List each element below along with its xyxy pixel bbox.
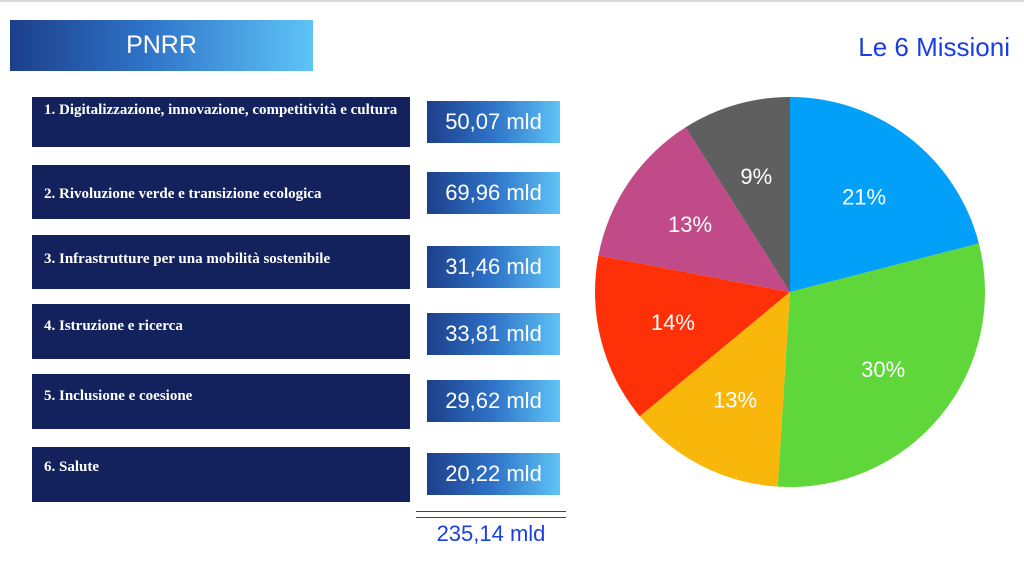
mission-5-label: 5. Inclusione e coesione xyxy=(32,374,410,429)
pie-label-6: 9% xyxy=(740,164,772,189)
pie-label-4: 14% xyxy=(651,310,695,335)
pie-label-1: 21% xyxy=(842,185,886,210)
page-title-text: PNRR xyxy=(126,31,197,59)
pie-slice-5 xyxy=(598,127,790,292)
page-title: PNRR xyxy=(10,20,313,71)
mission-3-label: 3. Infrastrutture per una mobilità soste… xyxy=(32,235,410,289)
mission-3-amount: 31,46 mld xyxy=(427,246,560,288)
mission-2-label: 2. Rivoluzione verde e transizione ecolo… xyxy=(32,165,410,219)
pie-label-3: 13% xyxy=(713,388,757,413)
pie-label-5: 13% xyxy=(668,212,712,237)
chart-title: Le 6 Missioni xyxy=(858,32,1010,62)
pie-slice-1 xyxy=(790,97,979,292)
pie-slice-3 xyxy=(639,292,790,487)
mission-1-amount: 50,07 mld xyxy=(427,101,560,143)
mission-4-amount: 33,81 mld xyxy=(427,313,560,355)
total-amount: 235,14 mld xyxy=(436,521,546,546)
mission-4-label: 4. Istruzione e ricerca xyxy=(32,304,410,359)
pie-slice-6 xyxy=(685,97,790,292)
mission-6-label: 6. Salute xyxy=(32,447,410,502)
pie-label-2: 30% xyxy=(861,357,905,382)
mission-5-amount: 29,62 mld xyxy=(427,380,560,422)
mission-1-label: 1. Digitalizzazione, innovazione, compet… xyxy=(32,97,410,147)
total-underline xyxy=(416,511,566,518)
pie-slice-4 xyxy=(594,255,790,417)
pie-slice-2 xyxy=(777,243,985,488)
mission-2-amount: 69,96 mld xyxy=(427,172,560,214)
mission-6-amount: 20,22 mld xyxy=(427,453,560,495)
top-divider xyxy=(0,0,1024,2)
